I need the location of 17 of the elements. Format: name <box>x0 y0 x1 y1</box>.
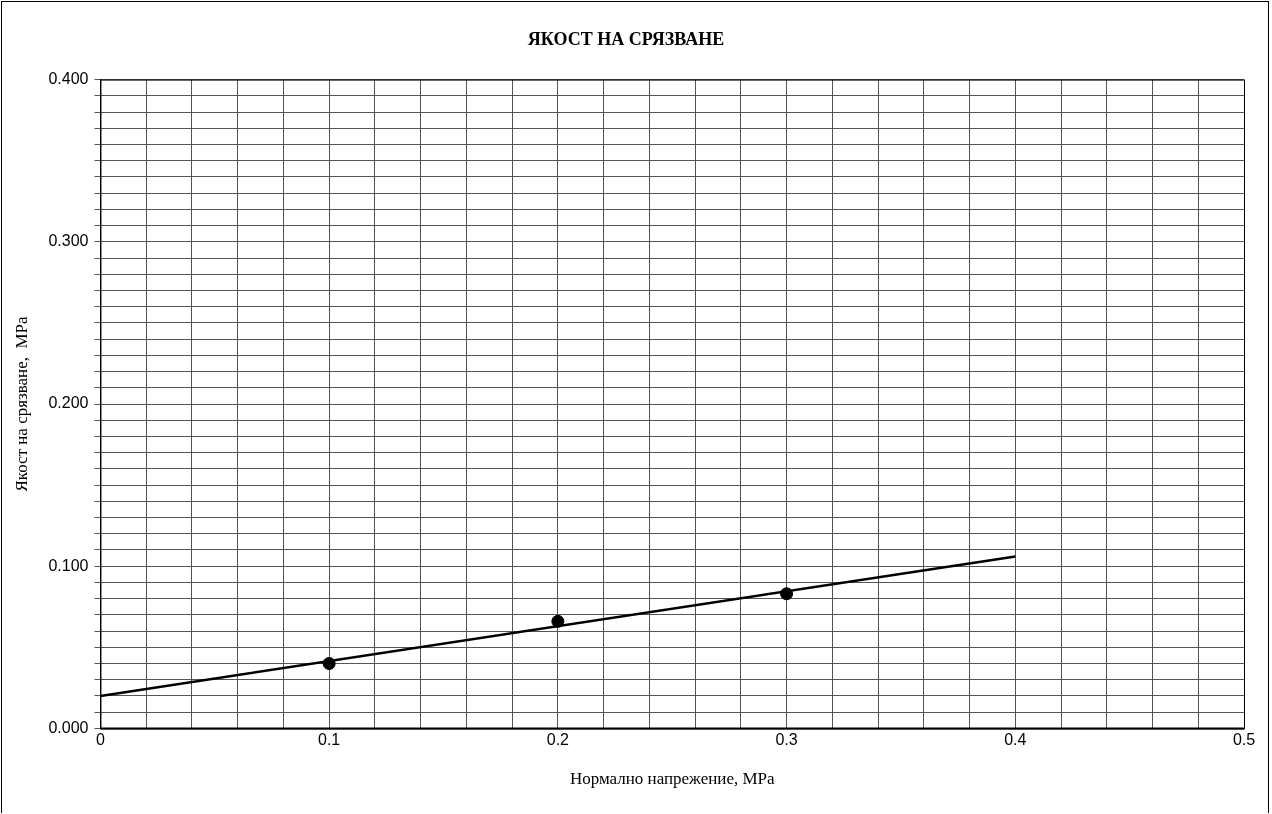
x-axis-title: Нормално напрежение, MPa <box>569 769 775 789</box>
x-tick-label: 0.5 <box>1232 731 1256 749</box>
chart-title: ЯКОСТ НА СРЯЗВАНЕ <box>527 29 725 50</box>
y-tick-label: 0.300 <box>48 232 89 250</box>
y-tick-label: 0.100 <box>48 556 89 574</box>
y-tick-label: 0.400 <box>48 70 89 88</box>
x-tick-label: 0.1 <box>318 731 341 749</box>
x-tick-label: 0.3 <box>775 731 798 749</box>
x-tick-label: 0.2 <box>546 731 570 749</box>
y-tick-label: 0.200 <box>48 394 89 412</box>
x-tick-label: 0 <box>95 731 105 749</box>
x-tick-label: 0.4 <box>1004 731 1027 749</box>
point <box>780 587 794 601</box>
point <box>322 657 336 671</box>
y-axis-title: Якост на срязване, MPa <box>11 315 31 492</box>
point <box>551 614 565 628</box>
y-tick-label: 0.000 <box>48 718 89 736</box>
